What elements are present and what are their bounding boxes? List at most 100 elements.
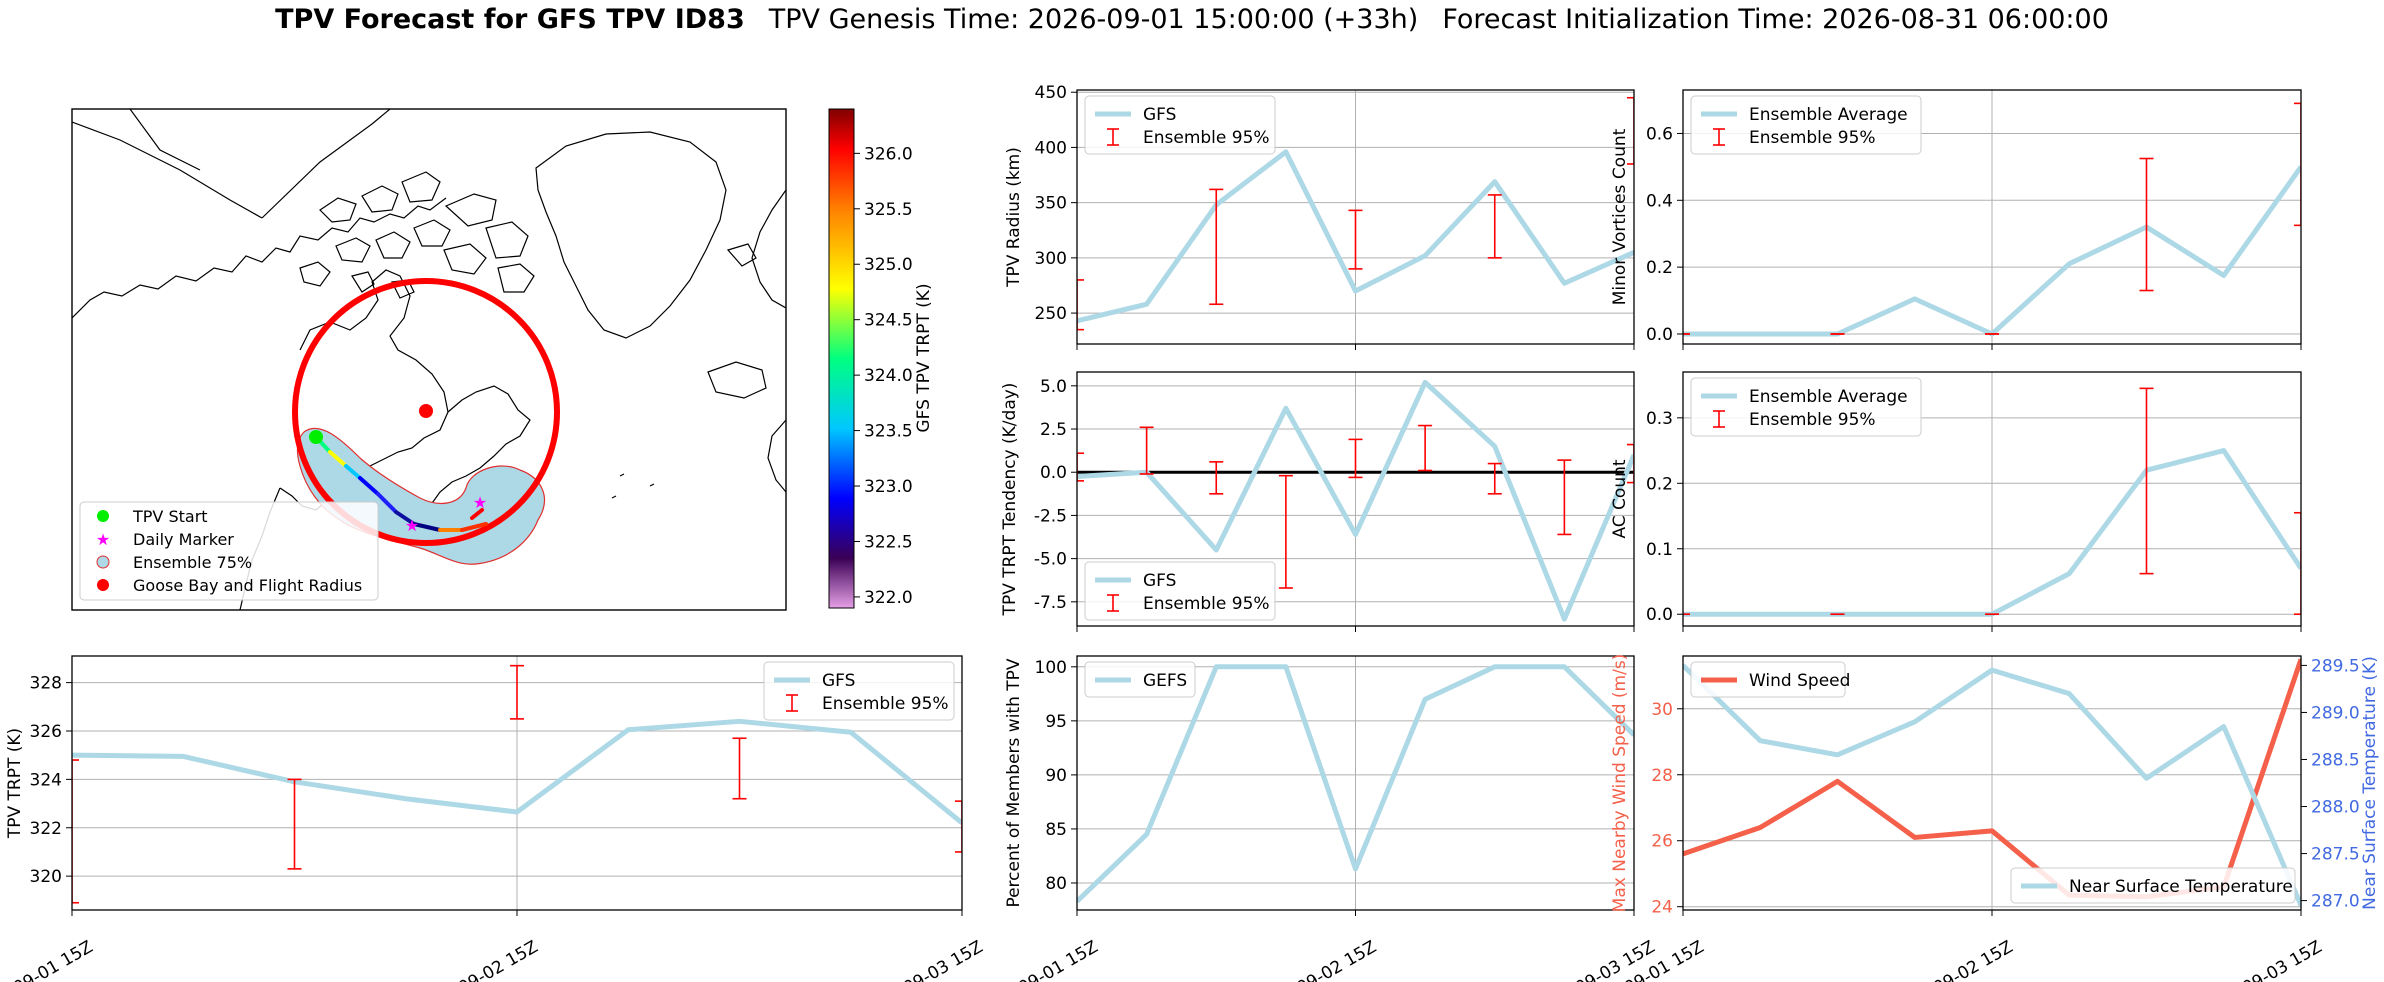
ac-plot-area	[1683, 387, 2301, 617]
tendency-frame	[1076, 371, 1635, 627]
y-tick-label: 28	[1651, 766, 1673, 786]
legend-goose-bay: Goose Bay and Flight Radius	[133, 576, 362, 595]
legend-ensemble-75: Ensemble 75%	[133, 553, 252, 572]
colorbar-tick-label: 326.0	[864, 144, 913, 164]
y-tick-label: 0.2	[1646, 258, 1673, 278]
radius-legend: GFS Ensemble 95%	[1084, 95, 1276, 155]
coastline-labrador	[405, 385, 531, 529]
y-tick-label: 30	[1651, 700, 1673, 720]
error-bar	[1418, 424, 1433, 472]
y2-tick-label: 288.0	[2311, 798, 2360, 818]
y-tick-label: 328	[30, 674, 62, 694]
error-bar	[72, 759, 79, 904]
error-bar	[1077, 452, 1084, 482]
map-panel: ★ ★ TPV Start ★ Daily Marker Ensemble 75…	[71, 108, 934, 611]
y-tick-label: 2.5	[1040, 420, 1067, 440]
error-bar	[955, 800, 962, 853]
coastline-greenland	[535, 131, 727, 339]
error-bar	[1487, 462, 1502, 495]
ac-legend: Ensemble Average Ensemble 95%	[1690, 377, 1922, 437]
error-bar	[2139, 387, 2154, 575]
legend-label: Ensemble 95%	[1749, 410, 1876, 430]
series-line-gfs	[1077, 149, 1634, 324]
x-tick-label: 09-01 15Z	[1015, 937, 1101, 982]
y-tick-label: 324	[30, 770, 62, 790]
trpt-legend: GFS Ensemble 95%	[763, 661, 955, 721]
legend-label: Ensemble 95%	[822, 694, 949, 714]
map-frame	[71, 108, 787, 611]
percent-frame	[1076, 655, 1635, 911]
y-tick-label: 5.0	[1040, 377, 1067, 397]
legend-label: Ensemble 95%	[1143, 594, 1270, 614]
error-bar	[287, 778, 302, 870]
legend-label: Near Surface Temperature	[2069, 877, 2293, 897]
x-tick-label: 09-03 15Z	[2239, 937, 2325, 982]
radius-frame	[1076, 89, 1635, 345]
y2-tick-label: 288.5	[2311, 750, 2360, 770]
y-axis-label: TPV TRPT Tendency (K/day)	[1000, 383, 1020, 617]
y-tick-label: 80	[1045, 874, 1067, 894]
legend-label: GFS	[1143, 571, 1176, 591]
coastline-europe	[751, 189, 786, 309]
legend-tpv-start-icon	[97, 510, 109, 522]
legend-label: Wind Speed	[1749, 671, 1850, 691]
y-tick-label: 0.3	[1646, 409, 1673, 429]
y-tick-label: 0.4	[1646, 191, 1673, 211]
legend-label: GEFS	[1143, 671, 1187, 691]
tpv-track	[314, 435, 488, 532]
ac-frame	[1682, 371, 2302, 627]
trpt-frame	[71, 655, 963, 911]
chart-trpt-tendency: -7.5 -5.0 -2.5 0.0 2.5 5.0 TPV TRPT Tendency (…	[1000, 371, 1635, 632]
tendency-plot-area	[1077, 379, 1634, 622]
y-tick-label: -5.0	[1034, 550, 1067, 570]
error-bar	[1278, 474, 1293, 589]
error-bar	[510, 664, 524, 720]
y2-axis-label: Near Surface Temperature (K)	[2360, 656, 2380, 910]
trpt-plot-area	[72, 664, 962, 904]
error-bar	[1627, 96, 1634, 165]
legend-label: Ensemble Average	[1749, 105, 1908, 125]
x-tick-label: 09-02 15Z	[1930, 937, 2016, 982]
goose-bay-marker	[419, 404, 433, 418]
radius-plot-area	[1077, 96, 1634, 331]
tpv-start-marker	[309, 430, 323, 444]
error-bar	[2139, 157, 2154, 292]
colorbar-ticks: 322.0 322.5 323.0 323.5 324.0 324.5 325.0 325.5…	[854, 144, 913, 608]
colorbar-tick-label: 323.0	[864, 477, 913, 497]
legend-label: Ensemble 95%	[1143, 128, 1270, 148]
colorbar: 322.0 322.5 323.0 323.5 324.0 324.5 325.0 325.5…	[828, 108, 934, 609]
error-bar	[1348, 438, 1363, 479]
y-tick-label: 100	[1035, 658, 1067, 678]
error-bar	[2294, 102, 2301, 227]
colorbar-tick-label: 322.5	[864, 532, 913, 552]
legend-daily-marker: Daily Marker	[133, 530, 234, 549]
y-tick-label: 0.0	[1646, 325, 1673, 345]
colorbar-ramp	[828, 108, 855, 609]
x-tick-label: 09-01 15Z	[10, 937, 96, 982]
chart-trpt: 320 322 324 326 328 TPV TRPT (K) 09-01 15Z 09-0…	[5, 655, 987, 982]
map-legend: TPV Start ★ Daily Marker Ensemble 75% Go…	[79, 501, 379, 601]
y-tick-label: 326	[30, 722, 62, 742]
y-axis-label: Minor Vortices Count	[1610, 128, 1630, 305]
figure-title-init: Forecast Initialization Time: 2026-08-31…	[1442, 4, 2109, 35]
y-axis-label: TPV Radius (km)	[1004, 147, 1024, 288]
colorbar-label: GFS TPV TRPT (K)	[914, 283, 934, 432]
y-tick-label: 26	[1651, 832, 1673, 852]
series-line-near-surface-temperature	[1683, 663, 2301, 907]
colorbar-tick-label: 322.0	[864, 588, 913, 608]
chart-radius: 250 300 350 400 450 TPV Radius (km) GFS Ensembl…	[1004, 83, 1635, 350]
colorbar-tick-label: 323.5	[864, 422, 913, 442]
legend-goose-bay-icon	[97, 579, 109, 591]
y2-tick-label: 289.0	[2311, 703, 2360, 723]
daily-marker-1: ★	[405, 516, 419, 535]
error-bar	[732, 737, 747, 800]
wind_temp-legend: Wind Speed	[1690, 661, 1850, 698]
y-tick-label: 95	[1045, 712, 1067, 732]
y-axis-label: TPV TRPT (K)	[5, 728, 25, 839]
y2-tick-label: 287.0	[2311, 892, 2360, 912]
y-axis-label: Max Nearby Wind Speed (m/s)	[1610, 654, 1630, 913]
figure-title-main: TPV Forecast for GFS TPV ID83	[275, 4, 745, 35]
y2-tick-label: 289.5	[2311, 656, 2360, 676]
daily-marker-2: ★	[473, 493, 487, 512]
